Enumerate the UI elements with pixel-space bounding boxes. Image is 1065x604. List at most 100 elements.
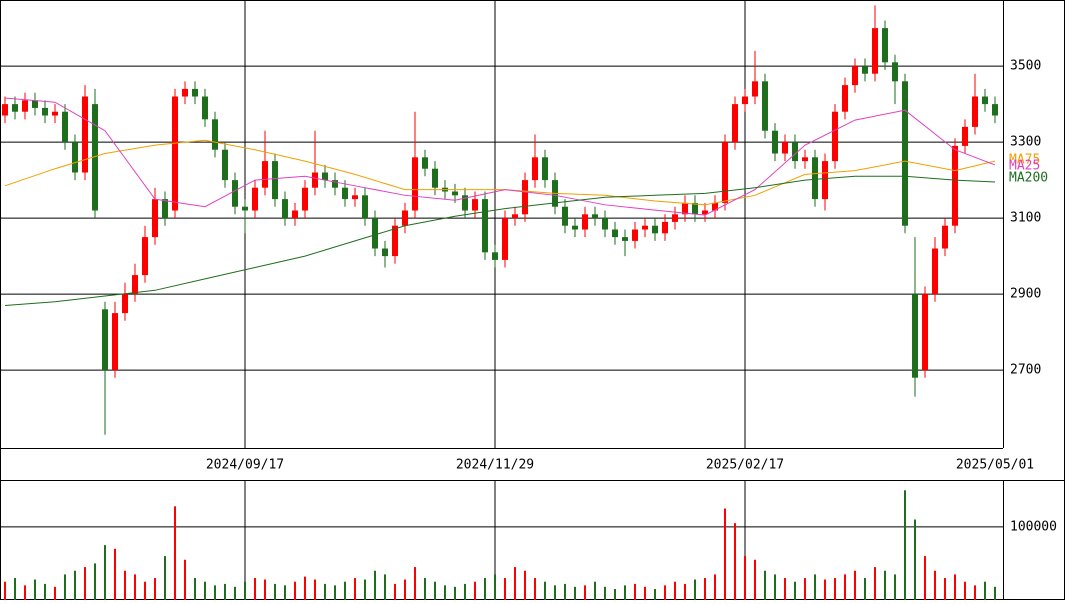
candle-body: [292, 210, 298, 219]
volume-bar: [774, 574, 776, 600]
candle-body: [832, 111, 838, 162]
volume-bar: [64, 574, 66, 600]
volume-bar: [384, 574, 386, 600]
candle-body: [152, 199, 158, 238]
volume-bar: [34, 579, 36, 600]
volume-bar: [204, 581, 206, 600]
volume-bar: [314, 579, 316, 600]
volume-bar: [324, 583, 326, 600]
candle-body: [512, 214, 518, 219]
candle-body: [142, 237, 148, 276]
volume-bar: [864, 578, 866, 600]
volume-bar: [904, 490, 906, 600]
candle-body: [562, 206, 568, 226]
volume-bar: [654, 589, 656, 600]
candle-body: [872, 28, 878, 74]
volume-bar: [424, 578, 426, 600]
candle-body: [752, 81, 758, 97]
candle-body: [612, 229, 618, 238]
volume-bar: [504, 578, 506, 600]
candle-body: [282, 199, 288, 219]
candle-body: [112, 313, 118, 371]
candle-body: [302, 187, 308, 211]
candle-body: [132, 275, 138, 295]
volume-bar: [464, 583, 466, 600]
y-tick-label: 2700: [1010, 363, 1041, 378]
moving-average-line: [4, 97, 996, 216]
candle-body: [542, 157, 548, 181]
candle-body: [422, 157, 428, 169]
y-tick-label: 3300: [1010, 135, 1041, 150]
candle-body: [702, 210, 708, 215]
candle-body: [122, 294, 128, 314]
volume-bar: [404, 579, 406, 600]
volume-bar: [294, 581, 296, 600]
volume-bar: [24, 585, 26, 600]
candle-body: [192, 88, 198, 97]
candle-body: [712, 202, 718, 211]
volume-bar: [804, 578, 806, 600]
volume-bar: [144, 581, 146, 600]
volume-bar: [394, 583, 396, 600]
volume-bar: [484, 578, 486, 600]
volume-bar: [594, 581, 596, 600]
volume-bar: [994, 586, 996, 600]
candle-body: [242, 206, 248, 211]
candle-body: [342, 187, 348, 200]
volume-bar: [724, 508, 726, 600]
candle-body: [812, 157, 818, 200]
volume-bar: [974, 585, 976, 600]
candle-body: [622, 237, 628, 241]
candle-body: [722, 142, 728, 203]
volume-bar: [624, 585, 626, 600]
volume-bar: [174, 506, 176, 600]
candle-body: [762, 81, 768, 131]
volume-bar: [674, 581, 676, 600]
candle-body: [162, 199, 168, 219]
volume-bar: [544, 581, 546, 600]
candle-body: [12, 104, 18, 112]
candle-body: [912, 294, 918, 378]
volume-bar: [604, 586, 606, 600]
volume-bar: [644, 586, 646, 600]
candle-body: [792, 142, 798, 162]
candle-body: [222, 149, 228, 181]
volume-bar: [74, 570, 76, 600]
volume-bar: [264, 579, 266, 600]
volume-bar: [574, 586, 576, 600]
volume-bar: [494, 574, 496, 600]
candle-body: [52, 111, 58, 116]
candle-body: [662, 221, 668, 234]
candle-body: [462, 195, 468, 211]
volume-bar: [614, 589, 616, 600]
candle-body: [22, 100, 28, 112]
candle-body: [652, 225, 658, 234]
candle-body: [82, 96, 88, 173]
x-tick-label: 2024/11/29: [456, 458, 534, 473]
y-tick-label: 3100: [1010, 211, 1041, 226]
candle-body: [482, 199, 488, 253]
candle-body: [322, 172, 328, 181]
candle-body: [892, 62, 898, 82]
x-tick-label: 2025/05/01: [956, 458, 1034, 473]
candle-body: [202, 96, 208, 120]
candle-body: [732, 104, 738, 143]
candle-body: [692, 202, 698, 215]
candle-body: [582, 214, 588, 230]
candle-body: [682, 202, 688, 215]
candle-body: [472, 199, 478, 211]
volume-bar: [704, 578, 706, 600]
volume-bar: [714, 574, 716, 600]
volume-bar: [124, 570, 126, 600]
candle-body: [782, 142, 788, 154]
candle-body: [972, 96, 978, 127]
volume-bar: [764, 570, 766, 600]
candle-body: [362, 195, 368, 219]
candle-body: [372, 218, 378, 249]
candle-body: [212, 119, 218, 150]
candle-body: [402, 210, 408, 226]
volume-bar: [524, 570, 526, 600]
candle-body: [952, 145, 958, 226]
candle-body: [822, 161, 828, 200]
